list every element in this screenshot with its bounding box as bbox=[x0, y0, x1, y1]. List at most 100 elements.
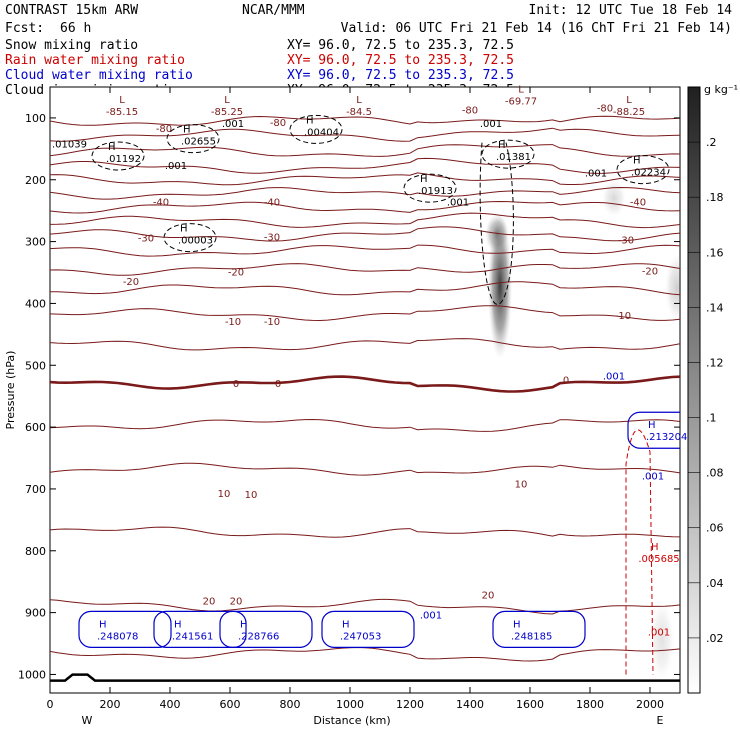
low-value-label: -85.25 bbox=[211, 107, 243, 118]
x-tick-label: 200 bbox=[100, 698, 121, 711]
colorbar-tick-label: .02 bbox=[706, 632, 724, 645]
temperature-contour-label: -80 bbox=[156, 124, 172, 135]
temperature-contour bbox=[50, 212, 680, 229]
temperature-contour bbox=[50, 186, 680, 200]
temperature-contour-label: -10 bbox=[225, 317, 241, 328]
x-axis-label: Distance (km) bbox=[313, 714, 390, 727]
y-tick-label: 900 bbox=[25, 607, 46, 620]
ice-high-marker: H bbox=[180, 224, 188, 235]
forecast-hour: 66 h bbox=[60, 21, 91, 36]
temperature-contour-label: -30 bbox=[618, 235, 634, 246]
temperature-contour-label: -20 bbox=[642, 266, 658, 277]
temperature-contour bbox=[50, 526, 680, 538]
low-marker: L bbox=[518, 84, 524, 95]
field-label: Rain water mixing ratio bbox=[5, 53, 185, 68]
forecast-label: Fcst: bbox=[5, 21, 44, 36]
x-tick-label: 1800 bbox=[576, 698, 604, 711]
field-xy: XY= 96.0, 72.5 to 235.3, 72.5 bbox=[287, 38, 514, 53]
colorbar-ticks: .02 .04 .06 .08 .1 .12 .14 .16 .18 .2 bbox=[688, 136, 724, 645]
cloud-water-high-value: .213204 bbox=[646, 432, 687, 443]
temperature-contour bbox=[50, 172, 680, 186]
cloud-water-high-marker: H bbox=[240, 619, 248, 630]
colorbar-tick-label: .04 bbox=[706, 577, 724, 590]
x-tick-label: 600 bbox=[220, 698, 241, 711]
ice-high-marker: H bbox=[306, 115, 314, 126]
cloud-water-contour bbox=[492, 610, 586, 648]
cloud-water-high-value: .248185 bbox=[511, 631, 552, 642]
temperature-contours bbox=[50, 115, 680, 662]
temperature-contour bbox=[50, 305, 680, 322]
colorbar-tick-label: .12 bbox=[706, 356, 724, 369]
cloud-ice-contour bbox=[166, 124, 220, 154]
ice-high-value: .02655 bbox=[181, 137, 216, 148]
valid-time: Valid: 06 UTC Fri 21 Feb 14 (16 ChT Fri … bbox=[341, 21, 732, 36]
temperature-contour-label: 10 bbox=[218, 489, 231, 500]
temperature-contour bbox=[50, 598, 680, 615]
x-tick-label: 1200 bbox=[396, 698, 424, 711]
low-marker: L bbox=[224, 95, 230, 106]
low-marker: L bbox=[356, 95, 362, 106]
y-tick-label: 1000 bbox=[18, 668, 46, 681]
temperature-contour-label: -30 bbox=[264, 232, 280, 243]
ice-high-value: .02234 bbox=[631, 168, 666, 179]
y-axis-label: Pressure (hPa) bbox=[4, 351, 17, 430]
ice-high-value: .01039 bbox=[52, 140, 87, 151]
plot-area bbox=[49, 86, 681, 694]
cloud-water-high-value: .241561 bbox=[172, 631, 213, 642]
x-tick-label: 1400 bbox=[456, 698, 484, 711]
cloud-water-high-marker: H bbox=[342, 619, 350, 630]
ice-contour-label: .001 bbox=[447, 198, 469, 209]
ice-high-marker: H bbox=[108, 142, 116, 153]
ice-high-marker: H bbox=[633, 156, 641, 167]
ice-high-value: .01381 bbox=[496, 152, 531, 163]
temperature-contour bbox=[50, 127, 680, 142]
temperature-contour-label: -80 bbox=[270, 118, 286, 129]
cloud-ice-contour bbox=[403, 173, 457, 203]
temperature-contour bbox=[50, 226, 680, 242]
low-marker: L bbox=[119, 95, 125, 106]
colorbar bbox=[687, 86, 701, 694]
temperature-contour bbox=[50, 281, 680, 296]
temperature-contour-label: 20 bbox=[482, 590, 495, 601]
colorbar-tick-label: .1 bbox=[706, 412, 717, 425]
cloud-ice-contours bbox=[91, 114, 670, 305]
temperature-contour bbox=[50, 200, 680, 214]
colorbar-tick-label: .18 bbox=[706, 191, 724, 204]
y-tick-label: 300 bbox=[25, 236, 46, 249]
temperature-contour-label: -10 bbox=[615, 311, 631, 322]
snow-shading bbox=[485, 179, 680, 681]
temperature-contour-label: -40 bbox=[264, 198, 280, 209]
low-value-label: -88.25 bbox=[613, 107, 645, 118]
temperature-contour bbox=[50, 338, 680, 351]
cloud-ice-contour bbox=[479, 142, 514, 305]
temperature-contour-label: -40 bbox=[630, 198, 646, 209]
cloud-ice-contour bbox=[91, 141, 145, 171]
temperature-contour-label: 10 bbox=[245, 490, 258, 501]
cloud-ice-contour bbox=[163, 223, 217, 253]
snow-maximum bbox=[650, 600, 674, 681]
temperature-contour-label: 10 bbox=[515, 480, 528, 491]
cloud-water-high-value: .247053 bbox=[340, 631, 381, 642]
temperature-contour-label: 0 bbox=[275, 379, 281, 390]
ice-contour-label: .001 bbox=[165, 161, 187, 172]
cloud-water-high-marker: H bbox=[513, 619, 521, 630]
y-tick-label: 200 bbox=[25, 174, 46, 187]
y-tick-label: 600 bbox=[25, 421, 46, 434]
low-value-label: -84.5 bbox=[346, 107, 372, 118]
field-xy: XY= 96.0, 72.5 to 235.3, 72.5 bbox=[287, 53, 514, 68]
cloud-water-contour bbox=[78, 610, 172, 648]
x-tick-label: 800 bbox=[280, 698, 301, 711]
cloud-ice-contour bbox=[616, 155, 670, 185]
x-tick-label: 400 bbox=[160, 698, 181, 711]
cloud-water-contour bbox=[219, 610, 313, 648]
temperature-contour bbox=[50, 462, 680, 476]
x-tick-label: 1000 bbox=[336, 698, 364, 711]
contour-labels: -80 -80 -80 -80 -40 -40 -40 -30 -30 -30 -20 -20 -20 -… bbox=[52, 84, 687, 642]
temperature-contour bbox=[50, 244, 680, 257]
temperature-contour bbox=[50, 375, 680, 393]
colorbar-tick-label: .2 bbox=[706, 136, 717, 149]
cloud-water-high-value: .228766 bbox=[238, 631, 279, 642]
temperature-contour bbox=[50, 144, 680, 157]
field-xy: XY= 96.0, 72.5 to 235.3, 72.5 bbox=[287, 68, 514, 83]
low-value-label: -69.77 bbox=[505, 96, 537, 107]
